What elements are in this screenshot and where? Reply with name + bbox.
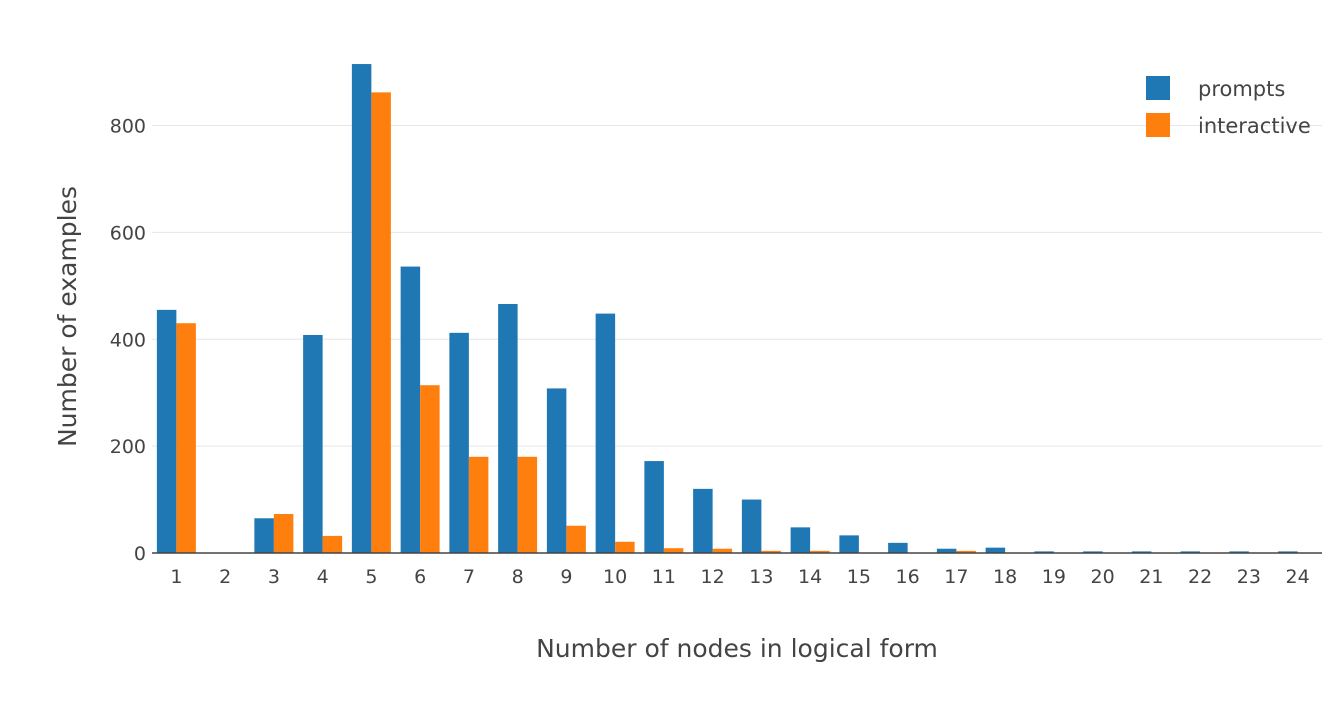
x-tick-label: 16	[896, 566, 920, 588]
bar-interactive-4[interactable]	[322, 535, 343, 553]
bar-prompts-11[interactable]	[644, 461, 664, 553]
x-tick-label: 10	[603, 566, 627, 588]
y-tick-label: 800	[110, 116, 146, 138]
legend-label-prompts: prompts	[1198, 77, 1285, 101]
bar-interactive-6[interactable]	[420, 385, 440, 553]
bars	[156, 64, 1298, 554]
bar-prompts-16[interactable]	[888, 542, 908, 553]
legend-swatch-interactive	[1146, 113, 1170, 137]
bar-prompts-3[interactable]	[254, 518, 274, 553]
bar-prompts-22[interactable]	[1180, 551, 1201, 553]
y-axis-ticks: 0 200 400 600 800	[110, 116, 146, 566]
bar-prompts-21[interactable]	[1131, 551, 1152, 553]
x-tick-label: 14	[798, 566, 822, 588]
bar-prompts-8[interactable]	[498, 303, 518, 553]
legend[interactable]: prompts interactive	[1146, 76, 1311, 138]
x-tick-label: 2	[219, 566, 231, 588]
x-tick-label: 15	[847, 566, 871, 588]
bar-interactive-11[interactable]	[663, 548, 684, 553]
x-tick-label: 19	[1042, 566, 1066, 588]
bar-prompts-18[interactable]	[985, 547, 1006, 553]
x-tick-label: 18	[993, 566, 1017, 588]
bar-prompts-19[interactable]	[1034, 551, 1054, 553]
legend-label-interactive: interactive	[1198, 114, 1311, 138]
x-tick-label: 3	[268, 566, 280, 588]
x-tick-label: 5	[365, 566, 377, 588]
bar-interactive-12[interactable]	[712, 548, 733, 553]
y-tick-label: 600	[110, 222, 146, 244]
x-tick-label: 22	[1188, 566, 1212, 588]
x-tick-label: 17	[944, 566, 968, 588]
gridlines	[152, 125, 1322, 447]
bar-prompts-6[interactable]	[400, 266, 421, 553]
bar-interactive-17[interactable]	[956, 550, 976, 553]
x-axis-title: Number of nodes in logical form	[536, 634, 938, 663]
legend-swatch-prompts	[1146, 76, 1170, 100]
y-tick-label: 200	[110, 436, 146, 458]
x-tick-label: 23	[1237, 566, 1261, 588]
bar-prompts-7[interactable]	[449, 332, 469, 553]
bar-prompts-10[interactable]	[595, 313, 616, 553]
x-axis-ticks: 1 2 3 4 5 6 7 8 9 10 11 12 13 14 15 16 17 18 19 20 21 22 23 24	[170, 566, 1309, 588]
bar-interactive-14[interactable]	[810, 550, 830, 553]
y-tick-label: 400	[110, 329, 146, 351]
bar-prompts-9[interactable]	[546, 388, 567, 553]
y-tick-label: 0	[134, 543, 146, 565]
x-tick-label: 24	[1286, 566, 1310, 588]
x-tick-label: 4	[317, 566, 329, 588]
bar-prompts-14[interactable]	[790, 527, 811, 553]
bar-prompts-13[interactable]	[741, 499, 762, 553]
bar-prompts-4[interactable]	[303, 334, 323, 553]
bar-prompts-5[interactable]	[351, 64, 372, 553]
bar-interactive-7[interactable]	[468, 456, 489, 553]
bar-interactive-13[interactable]	[761, 550, 781, 553]
x-tick-label: 6	[414, 566, 426, 588]
x-tick-label: 20	[1091, 566, 1115, 588]
bar-interactive-5[interactable]	[371, 92, 391, 554]
bar-prompts-15[interactable]	[839, 535, 859, 553]
x-tick-label: 7	[463, 566, 475, 588]
bar-interactive-10[interactable]	[615, 541, 635, 553]
bar-prompts-12[interactable]	[693, 488, 713, 553]
bar-interactive-8[interactable]	[517, 456, 538, 553]
bar-interactive-3[interactable]	[273, 513, 294, 553]
bar-prompts-24[interactable]	[1278, 551, 1298, 553]
y-axis-title: Number of examples	[53, 186, 82, 447]
bar-prompts-17[interactable]	[936, 548, 957, 553]
x-tick-label: 9	[560, 566, 572, 588]
bar-interactive-9[interactable]	[566, 525, 586, 553]
bar-prompts-1[interactable]	[156, 309, 177, 553]
x-tick-label: 12	[701, 566, 725, 588]
x-tick-label: 11	[652, 566, 676, 588]
bar-prompts-23[interactable]	[1229, 551, 1249, 553]
bar-prompts-20[interactable]	[1083, 551, 1103, 553]
x-tick-label: 8	[512, 566, 524, 588]
bar-interactive-1[interactable]	[176, 323, 196, 553]
x-tick-label: 13	[749, 566, 773, 588]
x-tick-label: 21	[1139, 566, 1163, 588]
x-tick-label: 1	[170, 566, 182, 588]
